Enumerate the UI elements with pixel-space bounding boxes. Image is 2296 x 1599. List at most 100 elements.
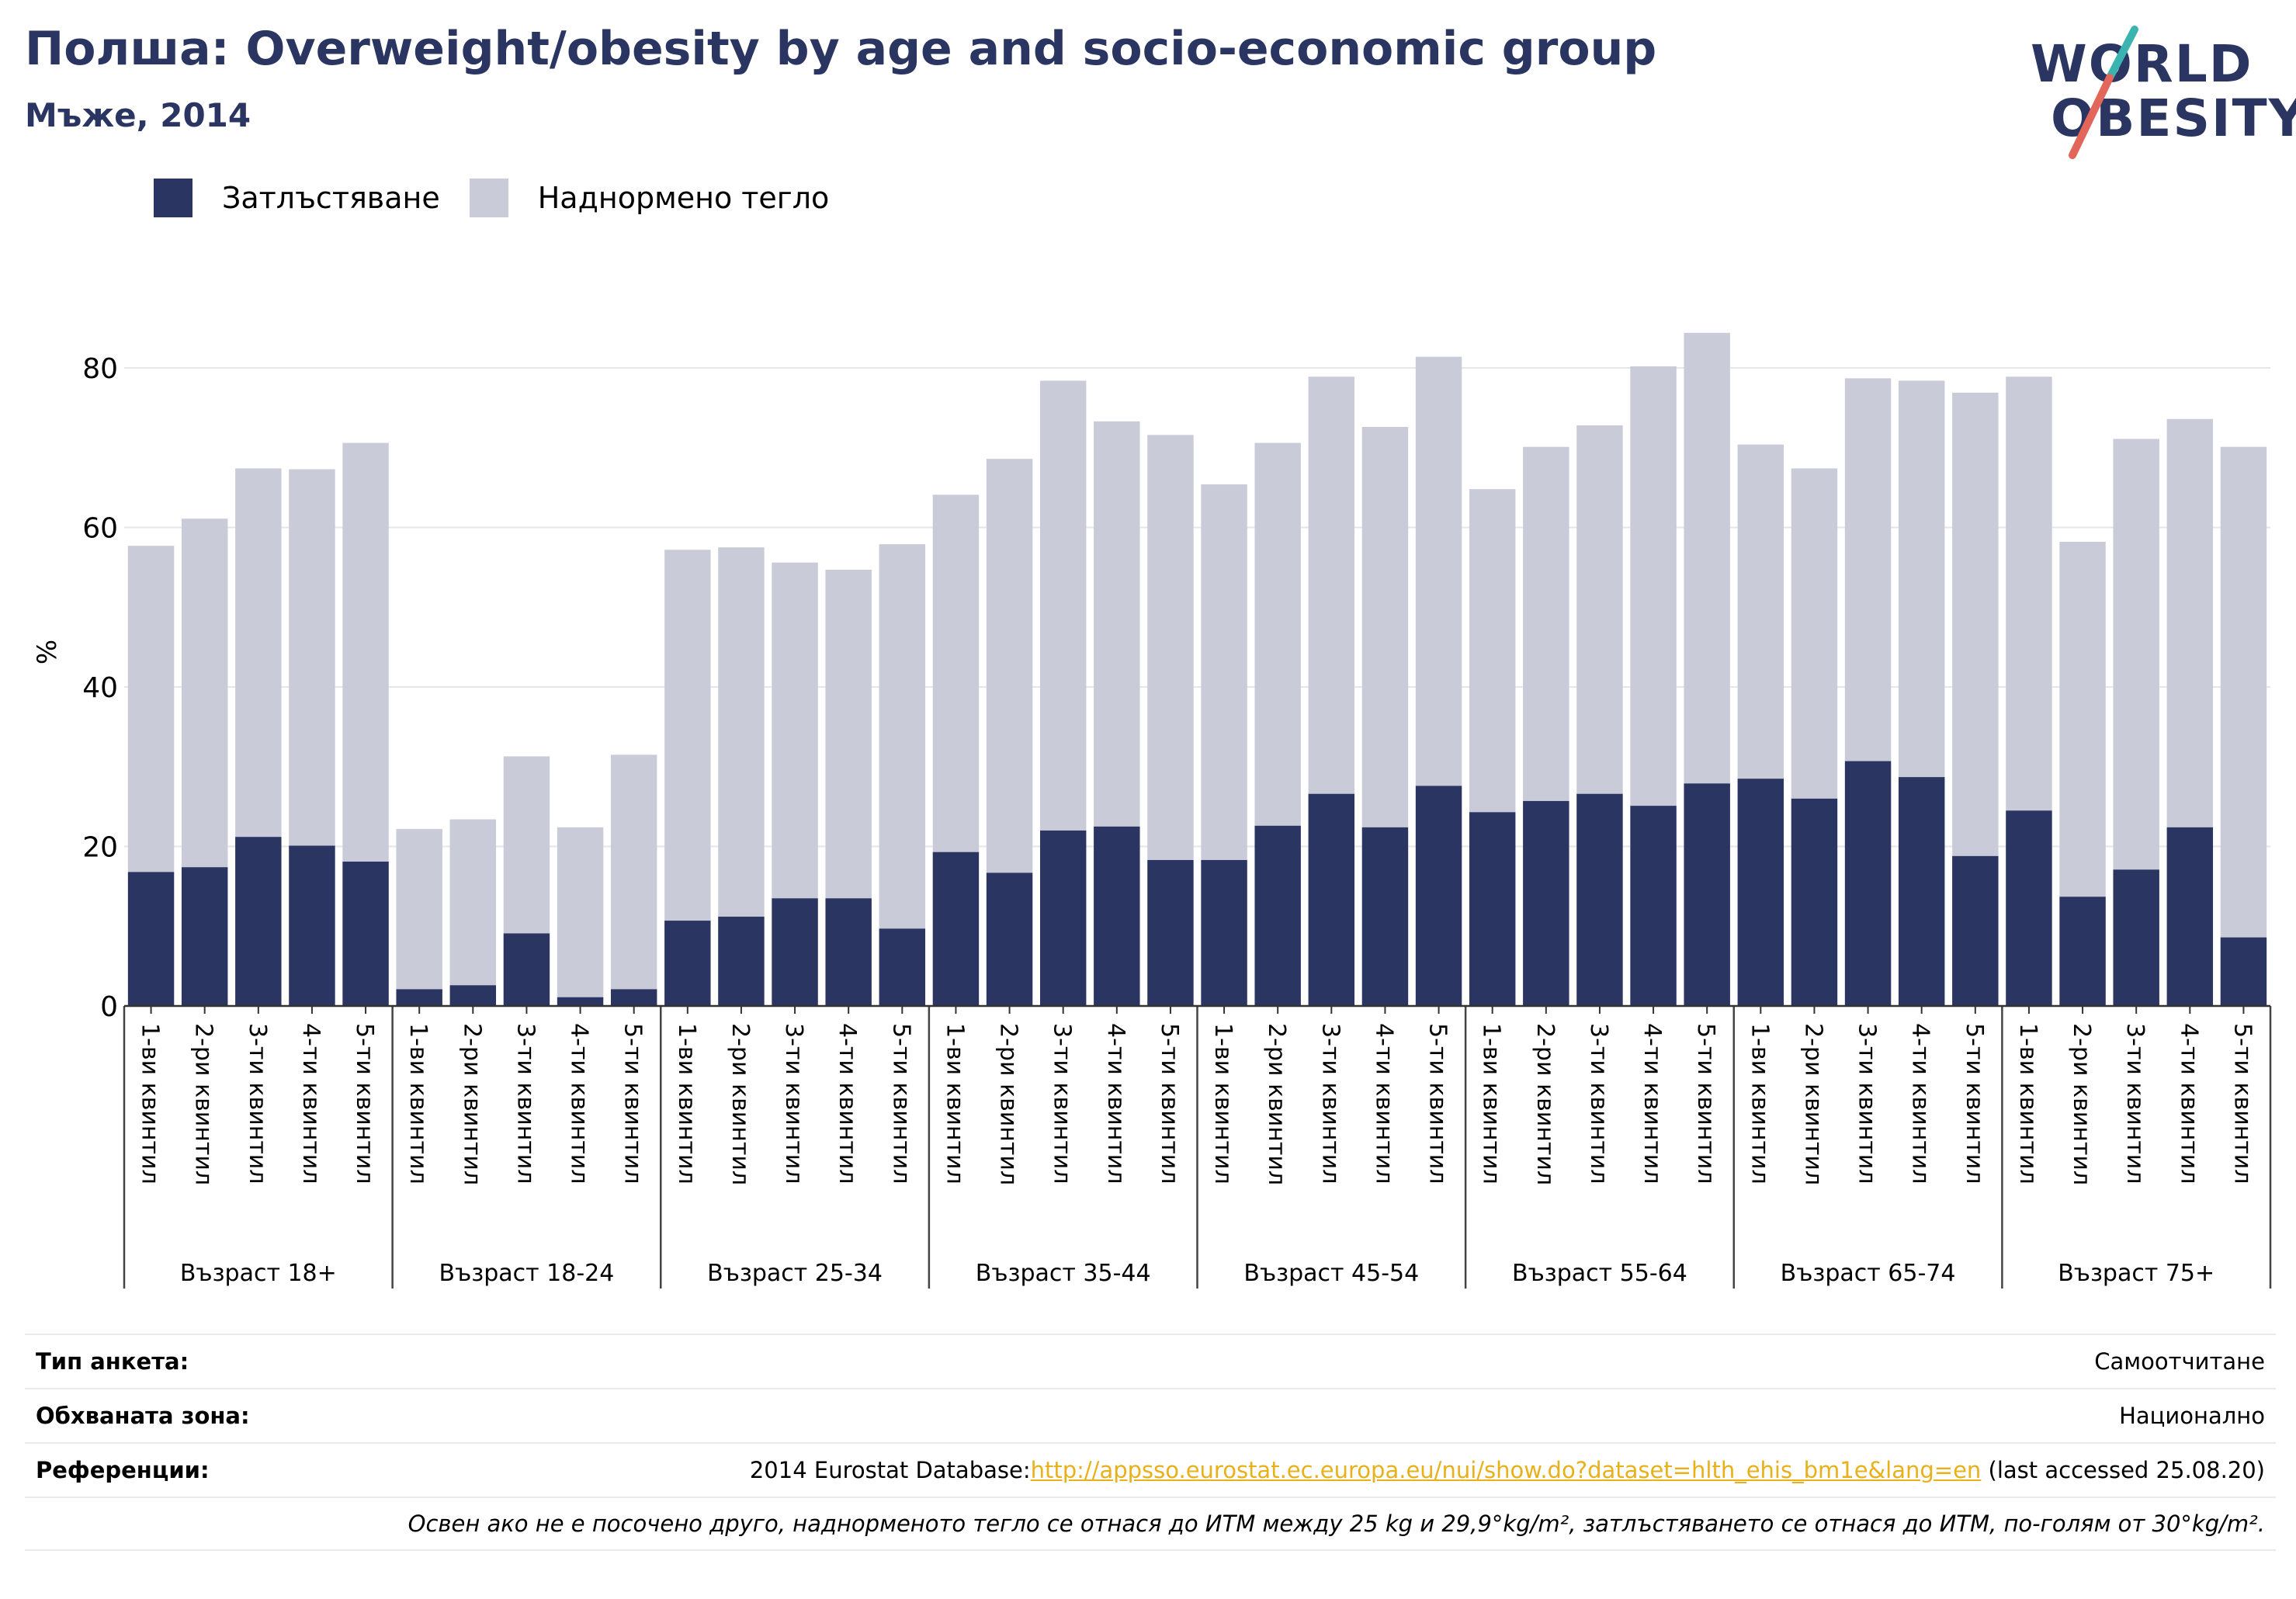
x-tick-label: 2-ри квинтил: [1263, 1023, 1290, 1185]
bar-overweight: [1147, 435, 1194, 860]
bar-overweight: [932, 494, 980, 852]
x-tick-label: 4-ти квинтил: [566, 1023, 593, 1184]
group-label: Възраст 65-74: [1781, 1260, 1956, 1287]
world-obesity-logo: WORLD OBESITY: [2018, 23, 2296, 163]
bar-overweight: [342, 442, 389, 862]
group-label: Възраст 45-54: [1243, 1260, 1419, 1287]
bar-overweight: [986, 459, 1033, 873]
logo-slash-icon: [2069, 26, 2138, 159]
bar-overweight: [2006, 376, 2052, 811]
chart-legend: Затлъстяване Наднормено тегло: [154, 179, 858, 217]
x-tick-label: 2-ри квинтил: [727, 1023, 754, 1185]
bar-obesity: [986, 872, 1033, 1006]
bar-overweight: [1469, 489, 1516, 813]
footer-row-survey: Тип анкета: Самоотчитане: [25, 1334, 2276, 1388]
bar-overweight: [1039, 380, 1087, 831]
bar-overweight: [1254, 442, 1301, 826]
bar-overweight: [449, 819, 497, 986]
bar-overweight: [1415, 356, 1462, 786]
bar-overweight: [664, 550, 711, 921]
x-tick-label: 3-ти квинтил: [1316, 1023, 1344, 1184]
references-value: 2014 Eurostat Database:http://appsso.eur…: [750, 1457, 2265, 1483]
bar-obesity: [235, 837, 282, 1006]
bar-obesity: [718, 916, 765, 1006]
bar-obesity: [1201, 859, 1247, 1006]
group-label: Възраст 25-34: [707, 1260, 883, 1287]
x-tick-label: 3-ти квинтил: [1854, 1023, 1881, 1184]
bar-obesity: [1684, 783, 1730, 1006]
x-tick-label: 1-ви квинтил: [2014, 1023, 2041, 1185]
x-tick-label: 1-ви квинтил: [404, 1023, 432, 1185]
footer-row-note: Освен ако не е посочено друго, наднормен…: [25, 1497, 2276, 1551]
bar-overweight: [718, 547, 765, 917]
x-tick-label: 2-ри квинтил: [1799, 1023, 1826, 1185]
bar-overweight: [1094, 421, 1140, 827]
bar-obesity: [1576, 793, 1623, 1006]
bar-overweight: [2220, 446, 2267, 938]
definition-note: Освен ако не е посочено друго, наднормен…: [408, 1511, 2265, 1537]
x-tick-label: 5-ти квинтил: [619, 1023, 647, 1184]
x-tick-label: 1-ви квинтил: [1209, 1023, 1236, 1185]
bar-obesity: [127, 872, 175, 1006]
x-tick-label: 3-ти квинтил: [512, 1023, 539, 1184]
bar-obesity: [557, 997, 604, 1006]
bar-obesity: [1361, 827, 1409, 1006]
bar-overweight: [1308, 376, 1355, 794]
group-label: Възраст 18+: [180, 1260, 337, 1287]
y-tick-label-80: 80: [82, 353, 118, 385]
x-tick-label: 2-ри квинтил: [1531, 1023, 1559, 1185]
bar-obesity: [1844, 761, 1892, 1006]
y-tick-label-60: 60: [82, 513, 118, 545]
bar-obesity: [825, 898, 872, 1006]
bar-overweight: [879, 544, 926, 929]
footer-table: Тип анкета: Самоотчитане Обхваната зона:…: [25, 1334, 2276, 1551]
bar-overweight: [610, 754, 657, 990]
x-tick-label: 4-ти квинтил: [297, 1023, 324, 1184]
bar-obesity: [879, 928, 926, 1006]
x-tick-label: 4-ти квинтил: [1907, 1023, 1934, 1184]
x-tick-label: 1-ви квинтил: [941, 1023, 968, 1185]
bar-obesity: [342, 862, 389, 1006]
bar-overweight: [825, 569, 872, 899]
references-link[interactable]: http://appsso.eurostat.ec.europa.eu/nui/…: [1030, 1457, 1982, 1483]
bar-overweight: [2113, 439, 2159, 870]
bar-obesity: [1415, 786, 1462, 1006]
legend-item-overweight: Наднормено тегло: [469, 179, 829, 217]
bar-obesity: [2220, 937, 2267, 1006]
bar-overweight: [1201, 484, 1247, 860]
x-tick-label: 3-ти квинтил: [780, 1023, 807, 1184]
bar-obesity: [2006, 810, 2052, 1006]
x-tick-label: 3-ти квинтил: [1049, 1023, 1076, 1184]
x-tick-label: 5-ти квинтил: [887, 1023, 914, 1184]
bar-overweight: [1576, 425, 1623, 794]
footer-row-area: Обхваната зона: Национално: [25, 1388, 2276, 1442]
x-tick-label: 5-ти квинтил: [1156, 1023, 1183, 1184]
bar-obesity: [664, 921, 711, 1006]
bar-overweight: [235, 468, 282, 838]
bar-obesity: [449, 985, 497, 1006]
group-label: Възраст 18-24: [439, 1260, 615, 1287]
x-tick-label: 4-ти квинтил: [834, 1023, 861, 1184]
x-tick-label: 2-ри квинтил: [995, 1023, 1022, 1185]
bar-overweight: [127, 546, 175, 872]
x-tick-label: 2-ри квинтил: [458, 1023, 485, 1185]
logo-text-world: WORLD: [2031, 34, 2253, 94]
x-tick-label: 4-ти квинтил: [1102, 1023, 1129, 1184]
x-tick-label: 1-ви квинтил: [137, 1023, 164, 1185]
bar-obesity: [772, 898, 818, 1006]
bar-obesity: [1898, 777, 1945, 1006]
x-tick-label: 5-ти квинтил: [1961, 1023, 1988, 1184]
bar-obesity: [503, 933, 550, 1006]
stacked-bar-chart: 0 20 40 60 80% 1-ви квинтил 2-ри квинтил 3-ти к…: [32, 332, 2272, 1289]
references-suffix: (last accessed 25.08.20): [1981, 1457, 2266, 1483]
group-label: Възраст 55-64: [1512, 1260, 1687, 1287]
x-tick-label: 5-ти квинтил: [1692, 1023, 1719, 1184]
bar-obesity: [1308, 793, 1355, 1006]
bar-overweight: [1630, 366, 1677, 806]
bar-overweight: [503, 756, 550, 934]
bar-obesity: [1952, 855, 1999, 1006]
survey-type-label: Тип анкета:: [36, 1348, 189, 1375]
x-tick-label: 3-ти квинтил: [1585, 1023, 1612, 1184]
group-label: Възраст 75+: [2058, 1260, 2214, 1287]
group-label: Възраст 35-44: [976, 1260, 1151, 1287]
